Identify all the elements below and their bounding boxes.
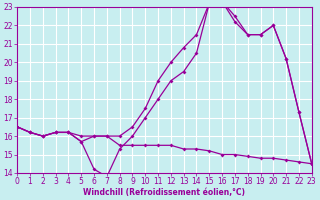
X-axis label: Windchill (Refroidissement éolien,°C): Windchill (Refroidissement éolien,°C) bbox=[84, 188, 245, 197]
